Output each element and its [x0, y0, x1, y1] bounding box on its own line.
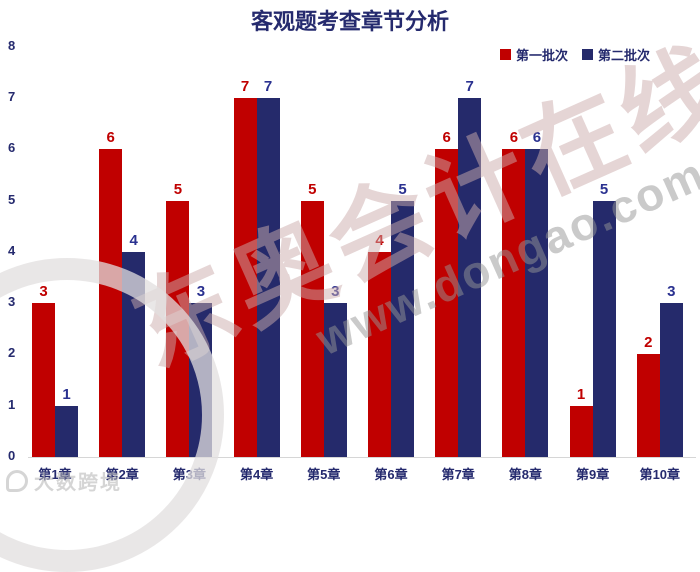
- bar-batch1: 5: [166, 181, 190, 457]
- bar-value-label: 4: [129, 231, 138, 249]
- bar-value-label: 6: [106, 129, 115, 147]
- bar-batch2: 5: [391, 181, 414, 457]
- bar-value-label: 5: [308, 180, 317, 198]
- x-axis-category-label: 第10章: [639, 467, 681, 482]
- legend-label-batch1: 第一批次: [516, 48, 569, 63]
- y-axis-tick-label: 7: [8, 88, 16, 104]
- bar-value-label: 1: [62, 385, 71, 403]
- y-axis-tick-label: 0: [8, 448, 16, 463]
- bar-value-label: 3: [39, 283, 48, 301]
- bar-value-label: 6: [532, 129, 542, 147]
- bar-value-label: 3: [331, 283, 340, 301]
- bar-value-label: 5: [599, 180, 609, 198]
- bar-batch2: 3: [659, 283, 683, 457]
- y-axis-tick-label: 1: [8, 396, 16, 412]
- x-axis-category-label: 第6章: [374, 467, 408, 482]
- x-axis-category-label: 第8章: [508, 467, 543, 482]
- bar-batch1: 1: [569, 386, 593, 457]
- y-axis-tick-label: 6: [8, 140, 16, 156]
- x-axis-category-label: 第4章: [239, 467, 274, 482]
- y-axis-tick-label: 2: [8, 345, 16, 361]
- bar-batch2: 5: [592, 181, 616, 457]
- bar-batch2: 7: [458, 78, 482, 457]
- legend: 第一批次 第二批次: [500, 45, 650, 64]
- bar-batch1: 3: [32, 283, 55, 457]
- legend-label-batch2: 第二批次: [598, 48, 651, 63]
- bar-value-label: 3: [667, 283, 676, 301]
- bar-value-label: 7: [263, 77, 273, 95]
- bar-batch2: 1: [55, 386, 78, 457]
- x-axis-line: [28, 457, 696, 458]
- x-axis-category-label: 第7章: [441, 467, 475, 482]
- bar-value-label: 4: [375, 231, 384, 249]
- bar-batch2: 6: [525, 129, 549, 457]
- y-axis-tick-label: 4: [8, 242, 16, 258]
- legend-swatch-red-icon: [500, 49, 511, 60]
- bar-batch1: 7: [233, 78, 257, 457]
- bar-value-label: 5: [173, 180, 183, 198]
- bar-batch2: 3: [189, 283, 213, 457]
- legend-item-batch2: 第二批次: [582, 45, 650, 64]
- y-axis-tick-label: 8: [8, 37, 16, 53]
- bar-batch2: 3: [323, 283, 347, 457]
- bar-value-label: 2: [644, 334, 653, 352]
- bar-chart-plot-area: 0 1 2 3 4 5 6 7 8 3 1 第1章 6 4 第2章 5 3 第3章 7 7 第4章 5 3 第5章 4 5 第6章 6…: [8, 37, 696, 482]
- chart-title: 客观题考查章节分析: [250, 9, 449, 34]
- y-axis-tick-label: 3: [8, 294, 16, 310]
- bar-value-label: 7: [465, 77, 474, 95]
- bar-batch2: 7: [256, 78, 280, 457]
- bar-batch1: 6: [435, 129, 459, 457]
- y-axis-tick-label: 5: [8, 191, 16, 207]
- bar-value-label: 1: [576, 385, 586, 403]
- bar-value-label: 3: [196, 283, 206, 301]
- bar-value-label: 6: [509, 129, 519, 147]
- bar-batch2: 4: [122, 232, 146, 457]
- chart-canvas: { "title": "客观题考查章节分析", "legend": { "ite…: [0, 9, 700, 572]
- bar-value-label: 7: [240, 77, 250, 95]
- bar-batch1: 4: [368, 232, 391, 457]
- x-axis-category-label: 第5章: [307, 467, 341, 482]
- bar-batch1: 2: [636, 334, 660, 457]
- bar-batch1: 6: [99, 129, 123, 457]
- x-axis-category-label: 第1章: [38, 467, 72, 482]
- bar-batch1: 5: [300, 181, 324, 457]
- bar-batch1: 6: [502, 129, 526, 457]
- bar-value-label: 5: [398, 180, 407, 198]
- legend-swatch-navy-icon: [582, 49, 594, 60]
- bar-value-label: 6: [442, 129, 451, 147]
- x-axis-category-label: 第2章: [105, 467, 139, 482]
- legend-item-batch1: 第一批次: [500, 45, 568, 64]
- x-axis-category-label: 第3章: [172, 467, 207, 482]
- x-axis-category-label: 第9章: [575, 467, 610, 482]
